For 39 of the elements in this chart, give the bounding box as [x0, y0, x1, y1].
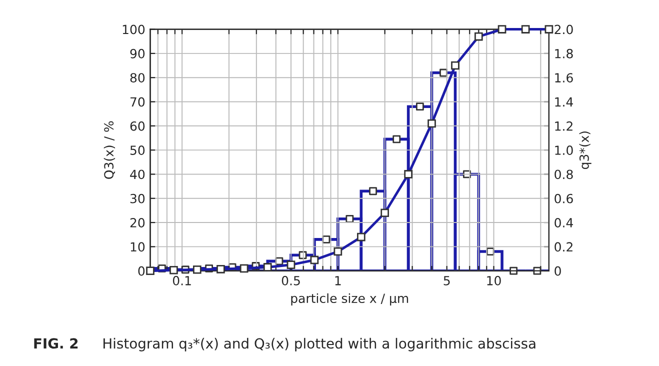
- y2-tick-label: 2.0: [554, 24, 573, 34]
- y-tick-label: 100: [122, 24, 145, 34]
- x-tick-label: 5: [444, 276, 450, 286]
- caption: FIG. 2: [34, 338, 78, 349]
- point: [346, 214, 354, 223]
- y2-tick-label: 0: [554, 266, 561, 276]
- y-tick-label: 30: [130, 194, 145, 204]
- x-axis-title: particle size x / µm: [291, 293, 408, 306]
- y-tick-label: 10: [130, 242, 145, 252]
- point: [392, 135, 401, 144]
- y2-tick-label: 0.6: [554, 194, 573, 204]
- y2-axis-title: q3*(x): [579, 131, 592, 170]
- x-tick-label: 0.5: [282, 276, 300, 286]
- y2-tick-label: 1.2: [555, 121, 572, 131]
- y2-tick-label: 1.8: [555, 48, 573, 58]
- y2-tick-label: 1.4: [555, 97, 573, 106]
- y-tick-label: 0: [138, 266, 145, 276]
- y2-tick-label: 1.6: [555, 73, 573, 83]
- x-tick-label: 0.1: [172, 276, 191, 286]
- y-axis-title: Q3(x) / %: [104, 121, 116, 179]
- text: Histogram q₃*(x) and Q₃(x) plotted with a logarithmic abscissa: [104, 338, 536, 352]
- y-tick-label: 80: [130, 73, 145, 83]
- point: [416, 102, 424, 111]
- y2-tick-label: 0.2: [554, 242, 572, 252]
- y-tick-label: 60: [130, 121, 145, 131]
- point: [322, 235, 330, 244]
- point: [510, 266, 518, 275]
- y2-tick-label: 1.0: [555, 146, 573, 155]
- y2-tick-label: 0.8: [554, 170, 573, 180]
- y-tick-label: 20: [130, 218, 145, 228]
- y-tick-label: 90: [130, 48, 145, 58]
- y-tick-label: 50: [130, 146, 145, 155]
- point: [369, 187, 377, 196]
- x-tick-label: 1: [335, 276, 341, 286]
- point: [486, 248, 494, 256]
- y2-tick-label: 0.4: [554, 218, 573, 228]
- y-tick-label: 40: [130, 170, 145, 180]
- y-tick-label: 70: [130, 97, 145, 107]
- x-tick-label: 10: [487, 276, 501, 286]
